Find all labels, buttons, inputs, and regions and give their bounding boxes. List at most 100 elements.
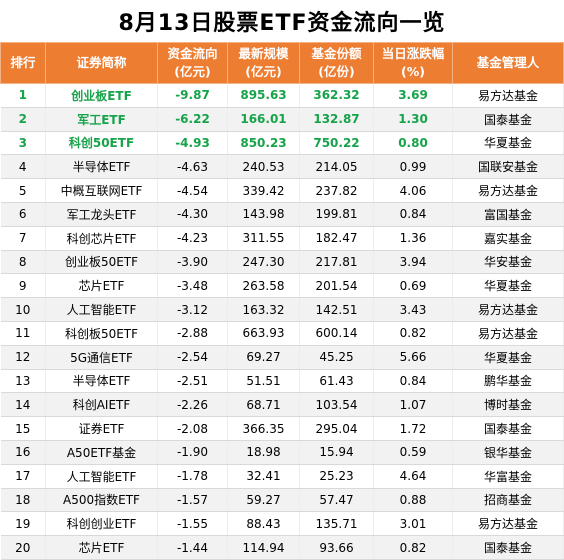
size-cell: 143.98: [227, 202, 300, 227]
change-cell: 4.06: [373, 178, 453, 203]
change-cell: 3.69: [373, 83, 453, 108]
name-cell: 证券ETF: [45, 416, 158, 441]
table-row: 17 人工智能ETF -1.78 32.41 25.23 4.64 华富基金: [0, 464, 564, 489]
table-row: 6 军工龙头ETF -4.30 143.98 199.81 0.84 富国基金: [0, 202, 564, 227]
name-cell: 半导体ETF: [45, 369, 158, 394]
table-row: 16 A50ETF基金 -1.90 18.98 15.94 0.59 银华基金: [0, 440, 564, 465]
table-row: 15 证券ETF -2.08 366.35 295.04 1.72 国泰基金: [0, 416, 564, 441]
flow-cell: -1.55: [157, 511, 228, 537]
table-row: 12 5G通信ETF -2.54 69.27 45.25 5.66 华夏基金: [0, 345, 564, 370]
flow-cell: -1.44: [157, 535, 228, 560]
table-row: 3 科创50ETF -4.93 850.23 750.22 0.80 华夏基金: [0, 131, 564, 156]
etf-fund-flow-table: 排行 证券简称 资金流向 (亿元) 最新规模 (亿元) 基金份额 (亿份) 当日涨跌幅 (%) 基金…: [0, 42, 564, 560]
manager-cell: 易方达基金: [452, 178, 564, 203]
change-cell: 5.66: [373, 345, 453, 370]
header-unit: (%): [401, 64, 425, 79]
change-cell: 1.30: [373, 107, 453, 132]
change-cell: 0.82: [373, 535, 453, 560]
size-cell: 166.01: [227, 107, 300, 132]
shares-cell: 201.54: [299, 273, 374, 299]
name-cell: 芯片ETF: [45, 273, 158, 299]
rank-cell: 12: [0, 345, 46, 370]
header-label: 证券简称: [76, 55, 127, 70]
name-cell: 创业板50ETF: [45, 250, 158, 275]
change-cell: 1.72: [373, 416, 453, 441]
name-cell: A50ETF基金: [45, 440, 158, 465]
table-row: 4 半导体ETF -4.63 240.53 214.05 0.99 国联安基金: [0, 154, 564, 180]
table-row: 14 科创AIETF -2.26 68.71 103.54 1.07 博时基金: [0, 392, 564, 418]
manager-cell: 博时基金: [452, 392, 564, 418]
size-cell: 339.42: [227, 178, 300, 203]
header-security-name: 证券简称: [45, 42, 158, 84]
name-cell: 创业板ETF: [45, 83, 158, 108]
header-label: 基金份额: [311, 46, 362, 61]
table-body: 1 创业板ETF -9.87 895.63 362.32 3.69 易方达基金 2 军工ETF -…: [0, 83, 564, 560]
manager-cell: 国泰基金: [452, 416, 564, 441]
table-row: 11 科创板50ETF -2.88 663.93 600.14 0.82 易方达基金: [0, 321, 564, 346]
change-cell: 4.64: [373, 464, 453, 489]
rank-cell: 13: [0, 369, 46, 394]
shares-cell: 750.22: [299, 131, 374, 156]
flow-cell: -4.93: [157, 131, 228, 156]
manager-cell: 国泰基金: [452, 535, 564, 560]
rank-cell: 10: [0, 297, 46, 322]
size-cell: 850.23: [227, 131, 300, 156]
rank-cell: 18: [0, 488, 46, 513]
size-cell: 68.71: [227, 392, 300, 418]
shares-cell: 199.81: [299, 202, 374, 227]
flow-cell: -1.90: [157, 440, 228, 465]
header-label: 资金流向: [167, 46, 218, 61]
header-label: 当日涨跌幅: [381, 46, 445, 61]
change-cell: 0.80: [373, 131, 453, 156]
shares-cell: 15.94: [299, 440, 374, 465]
flow-cell: -4.63: [157, 154, 228, 180]
table-row: 20 芯片ETF -1.44 114.94 93.66 0.82 国泰基金: [0, 535, 564, 560]
flow-cell: -4.30: [157, 202, 228, 227]
size-cell: 59.27: [227, 488, 300, 513]
change-cell: 3.43: [373, 297, 453, 322]
flow-cell: -3.90: [157, 250, 228, 275]
rank-cell: 4: [0, 154, 46, 180]
table-row: 1 创业板ETF -9.87 895.63 362.32 3.69 易方达基金: [0, 83, 564, 108]
rank-cell: 2: [0, 107, 46, 132]
rank-cell: 1: [0, 83, 46, 108]
shares-cell: 295.04: [299, 416, 374, 441]
manager-cell: 国泰基金: [452, 107, 564, 132]
manager-cell: 华富基金: [452, 464, 564, 489]
header-fund-shares: 基金份额 (亿份): [299, 42, 374, 84]
manager-cell: 招商基金: [452, 488, 564, 513]
size-cell: 240.53: [227, 154, 300, 180]
name-cell: 军工ETF: [45, 107, 158, 132]
flow-cell: -3.12: [157, 297, 228, 322]
header-label: 最新规模: [238, 46, 289, 61]
table-row: 9 芯片ETF -3.48 263.58 201.54 0.69 华夏基金: [0, 273, 564, 299]
rank-cell: 11: [0, 321, 46, 346]
rank-cell: 9: [0, 273, 46, 299]
flow-cell: -4.23: [157, 226, 228, 251]
header-unit: (亿元): [245, 64, 282, 79]
shares-cell: 182.47: [299, 226, 374, 251]
manager-cell: 鹏华基金: [452, 369, 564, 394]
manager-cell: 华夏基金: [452, 273, 564, 299]
change-cell: 1.07: [373, 392, 453, 418]
manager-cell: 易方达基金: [452, 297, 564, 322]
size-cell: 69.27: [227, 345, 300, 370]
name-cell: 芯片ETF: [45, 535, 158, 560]
size-cell: 32.41: [227, 464, 300, 489]
header-label: 排行: [10, 55, 36, 70]
manager-cell: 富国基金: [452, 202, 564, 227]
rank-cell: 16: [0, 440, 46, 465]
manager-cell: 易方达基金: [452, 83, 564, 108]
rank-cell: 7: [0, 226, 46, 251]
flow-cell: -1.57: [157, 488, 228, 513]
change-cell: 0.59: [373, 440, 453, 465]
name-cell: 科创芯片ETF: [45, 226, 158, 251]
rank-cell: 3: [0, 131, 46, 156]
shares-cell: 61.43: [299, 369, 374, 394]
size-cell: 114.94: [227, 535, 300, 560]
table-row: 2 军工ETF -6.22 166.01 132.87 1.30 国泰基金: [0, 107, 564, 132]
rank-cell: 8: [0, 250, 46, 275]
header-row: 排行 证券简称 资金流向 (亿元) 最新规模 (亿元) 基金份额 (亿份) 当日涨跌幅 (%) 基金…: [0, 42, 564, 84]
change-cell: 0.69: [373, 273, 453, 299]
flow-cell: -2.26: [157, 392, 228, 418]
